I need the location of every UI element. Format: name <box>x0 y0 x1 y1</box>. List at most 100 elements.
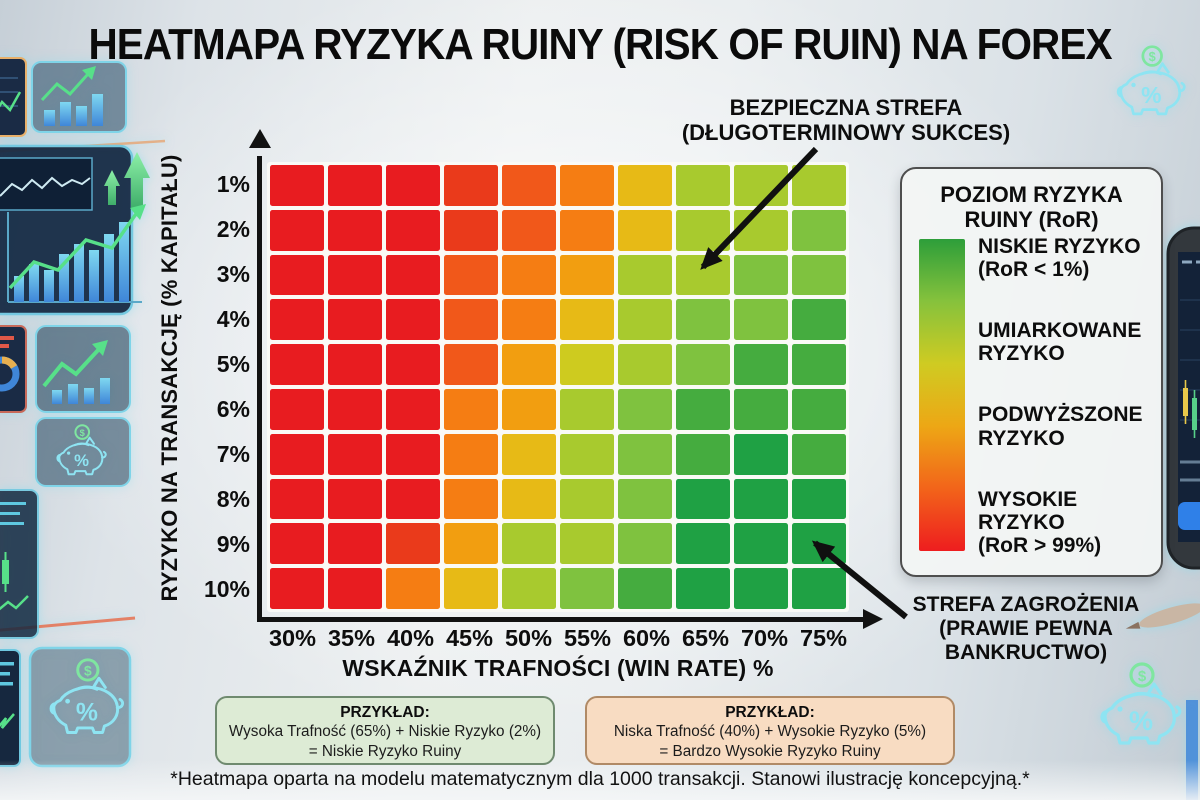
left-decor-panel: $ % <box>0 57 166 768</box>
legend-items: NISKIE RYZYKO (RoR < 1%) UMIARKOWANE RYZ… <box>978 235 1155 557</box>
candle-icon <box>2 560 9 584</box>
up-arrow-icon <box>42 346 102 388</box>
heatmap-cell-r6-c1 <box>270 388 324 430</box>
heatmap-cell-r4-c3 <box>386 299 440 341</box>
heatmap-cell-r10-c10 <box>792 568 846 609</box>
heatmap-cell-r9-c5 <box>502 523 556 565</box>
pen-icon <box>1125 603 1200 629</box>
heatmap-cell-r2-c2 <box>328 209 382 251</box>
heatmap-cell-r7-c4 <box>444 433 498 475</box>
heatmap-cell-r9-c1 <box>270 523 324 565</box>
heatmap-cell-r3-c7 <box>618 254 672 296</box>
heatmap-cell-r3-c3 <box>386 254 440 296</box>
legend-item-high-risk: WYSOKIE RYZYKO (RoR > 99%) <box>978 488 1155 557</box>
heatmap-cell-r6-c5 <box>502 388 556 430</box>
heatmap-cell-r1-c5 <box>502 165 556 206</box>
heatmap-cell-r9-c2 <box>328 523 382 565</box>
footnote: *Heatmapa oparta na modelu matematycznym… <box>170 768 1030 790</box>
up-arrow-icon <box>104 170 120 205</box>
y-axis-arrowhead <box>249 129 271 148</box>
heatmap-cell-r2-c7 <box>618 209 672 251</box>
trading-phone-icon <box>1166 226 1200 570</box>
heatmap-cell-r7-c7 <box>618 433 672 475</box>
heatmap-cell-r7-c2 <box>328 433 382 475</box>
heatmap-cell-r3-c5 <box>502 254 556 296</box>
x-tick-label: 55% <box>563 624 612 651</box>
heatmap-cell-r8-c4 <box>444 478 498 520</box>
legend-item-text: RYZYKO <box>978 342 1065 366</box>
y-tick-label: 7% <box>216 441 250 467</box>
decor-dashboard-panel <box>0 144 150 316</box>
x-tick-label: 40% <box>386 624 435 651</box>
heatmap-cell-r7-c9 <box>734 433 788 475</box>
heatmap-cell-r9-c3 <box>386 523 440 565</box>
heatmap-cell-r5-c3 <box>386 344 440 385</box>
decor-mini-panel-2 <box>31 61 127 133</box>
heatmap-grid <box>267 162 849 612</box>
heatmap-cell-r8-c3 <box>386 478 440 520</box>
y-tick-label: 5% <box>216 351 250 377</box>
heatmap-cell-r10-c3 <box>386 568 440 609</box>
heatmap-cell-r8-c10 <box>792 478 846 520</box>
example-line: Niska Trafność (40%) + Wysokie Ryzyko (5… <box>613 723 927 741</box>
decor-piggy-panel-2 <box>28 646 132 768</box>
heatmap-cell-r2-c6 <box>560 209 614 251</box>
heatmap-cell-r3-c8 <box>676 254 730 296</box>
safe-zone-annotation: BEZPIECZNA STREFA (DŁUGOTERMINOWY SUKCES… <box>640 95 1052 145</box>
heatmap-cell-r5-c8 <box>676 344 730 385</box>
heatmap-cell-r10-c2 <box>328 568 382 609</box>
heatmap-cell-r4-c4 <box>444 299 498 341</box>
y-axis-title: RYZYKO NA TRANSAKCJĘ (% KAPITAŁU) <box>157 154 182 602</box>
heatmap-cell-r6-c3 <box>386 388 440 430</box>
heatmap-cell-r7-c1 <box>270 433 324 475</box>
heatmap-cell-r8-c8 <box>676 478 730 520</box>
y-tick-label: 8% <box>216 486 250 512</box>
decor-mini-panel-1 <box>0 57 27 137</box>
heatmap-cell-r4-c2 <box>328 299 382 341</box>
up-arrow-icon <box>40 72 90 102</box>
line-chart-icon <box>0 176 91 197</box>
x-axis-ticks: 30% 35% 40% 45% 50% 55% 60% 65% 70% 75% <box>263 623 853 653</box>
footer-strip <box>0 760 1200 800</box>
heatmap-cell-r1-c1 <box>270 165 324 206</box>
heatmap-cell-r1-c8 <box>676 165 730 206</box>
heatmap-cell-r5-c1 <box>270 344 324 385</box>
y-tick-label: 9% <box>216 531 250 557</box>
decor-mini-panel-3 <box>35 325 131 413</box>
heatmap-cell-r10-c1 <box>270 568 324 609</box>
heatmap-cell-r10-c8 <box>676 568 730 609</box>
heatmap-cell-r8-c2 <box>328 478 382 520</box>
heatmap-cell-r1-c3 <box>386 165 440 206</box>
heatmap-cell-r4-c7 <box>618 299 672 341</box>
legend-title: POZIOM RYZYKA RUINY (RoR) <box>902 182 1161 233</box>
legend-item-text: PODWYŻSZONE <box>978 403 1143 427</box>
heatmap-cell-r5-c7 <box>618 344 672 385</box>
heatmap-cell-r2-c1 <box>270 209 324 251</box>
legend-item-text: NISKIE RYZYKO <box>978 235 1141 258</box>
heatmap-cell-r10-c5 <box>502 568 556 609</box>
heatmap-cell-r2-c9 <box>734 209 788 251</box>
heatmap-cell-r9-c10 <box>792 523 846 565</box>
heatmap-cell-r1-c9 <box>734 165 788 206</box>
x-axis-arrowhead <box>863 609 883 629</box>
x-tick-label: 30% <box>268 624 317 651</box>
heatmap-cell-r1-c4 <box>444 165 498 206</box>
y-tick-label: 6% <box>216 396 250 422</box>
heatmap-cell-r9-c4 <box>444 523 498 565</box>
legend-item-text: WYSOKIE RYZYKO <box>978 487 1078 534</box>
legend-item-low-risk: NISKIE RYZYKO (RoR < 1%) <box>978 235 1155 281</box>
heatmap-cell-r6-c9 <box>734 388 788 430</box>
heatmap-cell-r2-c8 <box>676 209 730 251</box>
heatmap-cell-r3-c2 <box>328 254 382 296</box>
heatmap-cell-r7-c6 <box>560 433 614 475</box>
example-line: Wysoka Trafność (65%) + Niskie Ryzyko (2… <box>228 723 542 741</box>
decor-side-sliver <box>0 325 27 413</box>
heatmap-cell-r2-c3 <box>386 209 440 251</box>
heatmap-cell-r8-c6 <box>560 478 614 520</box>
piggy-bank-icon <box>1100 662 1182 745</box>
heatmap-cell-r7-c5 <box>502 433 556 475</box>
heatmap-cell-r2-c5 <box>502 209 556 251</box>
up-arrow-icon <box>124 152 150 208</box>
heatmap-cell-r5-c10 <box>792 344 846 385</box>
